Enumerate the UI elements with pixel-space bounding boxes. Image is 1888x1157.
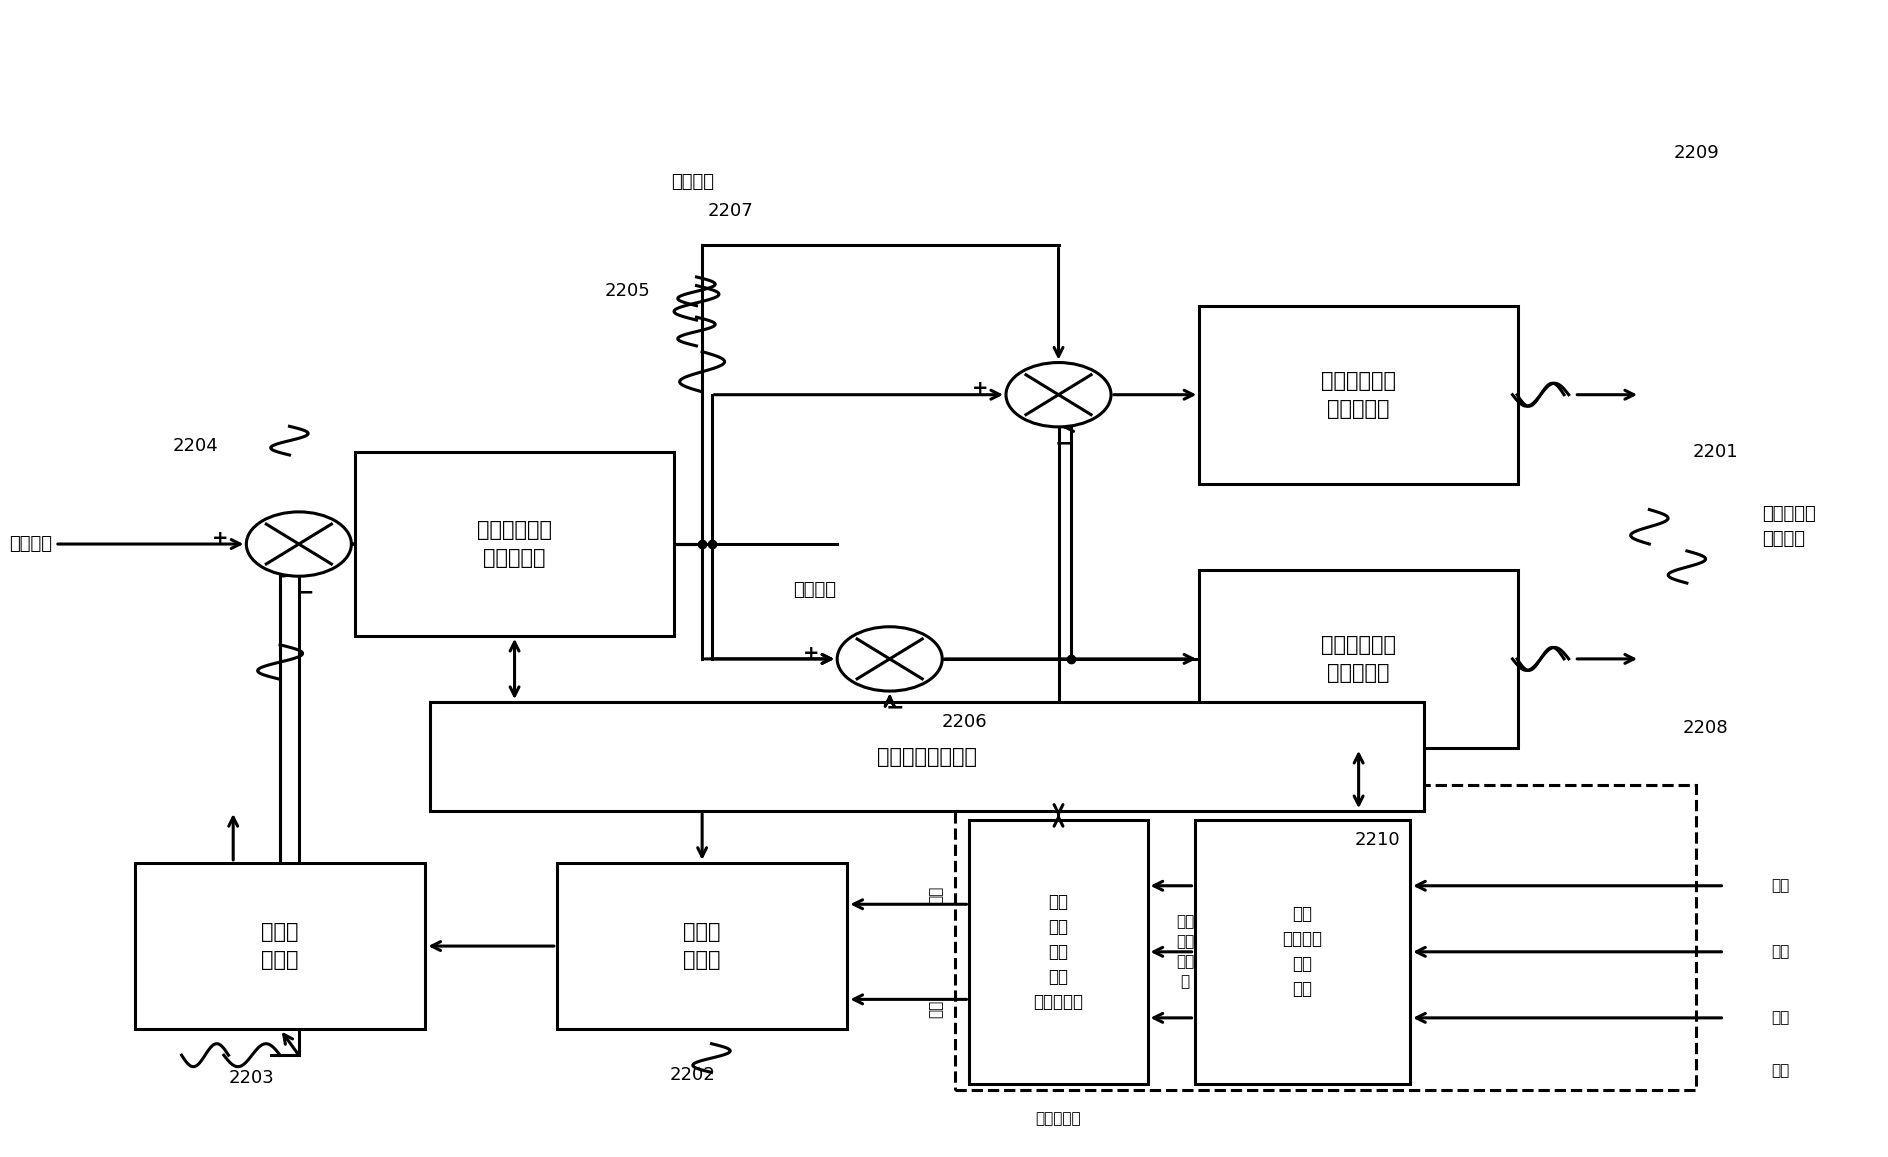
Text: −: − bbox=[885, 698, 904, 717]
Text: 坐标: 坐标 bbox=[929, 1000, 944, 1018]
Text: 算术逻辑运算单元: 算术逻辑运算单元 bbox=[878, 746, 978, 767]
Bar bbox=[557, 863, 848, 1030]
Text: 2201: 2201 bbox=[1692, 443, 1737, 462]
Text: 2206: 2206 bbox=[942, 713, 987, 731]
Text: 系电流单元: 系电流单元 bbox=[1037, 1111, 1082, 1126]
Bar bbox=[355, 452, 674, 636]
Text: 第二
电流
坐标
转换
系电流单元: 第二 电流 坐标 转换 系电流单元 bbox=[1033, 893, 1084, 1011]
Text: 2205: 2205 bbox=[604, 282, 649, 301]
Text: 测相: 测相 bbox=[1771, 944, 1790, 959]
Text: 第一
电流坐标
变换
单元: 第一 电流坐标 变换 单元 bbox=[1282, 905, 1322, 998]
Circle shape bbox=[836, 627, 942, 691]
Text: 第三比例积分
调节子单元: 第三比例积分 调节子单元 bbox=[1322, 370, 1395, 419]
Bar bbox=[430, 702, 1424, 811]
Text: 号流: 号流 bbox=[1771, 1063, 1790, 1078]
Text: 参考电流: 参考电流 bbox=[793, 581, 836, 599]
Text: −: − bbox=[1055, 433, 1074, 452]
Text: 静止
坐标
系电
流: 静止 坐标 系电 流 bbox=[1176, 915, 1195, 989]
Text: +: + bbox=[802, 643, 819, 663]
Text: 检三: 检三 bbox=[1771, 878, 1790, 893]
Circle shape bbox=[245, 511, 351, 576]
Text: −: − bbox=[295, 582, 313, 603]
Text: 2207: 2207 bbox=[708, 202, 753, 220]
Text: 旋转: 旋转 bbox=[929, 885, 944, 904]
Text: 2209: 2209 bbox=[1673, 145, 1720, 162]
Bar bbox=[1199, 305, 1518, 484]
Text: +: + bbox=[211, 529, 228, 547]
Text: 第一比例积分
调节子单元: 第一比例积分 调节子单元 bbox=[478, 519, 551, 568]
Text: 第二比例积分
调节子单元: 第二比例积分 调节子单元 bbox=[1322, 635, 1395, 683]
Text: 2208: 2208 bbox=[1682, 718, 1728, 737]
Text: 旋转坐标系
控制电压: 旋转坐标系 控制电压 bbox=[1762, 506, 1816, 548]
Text: 2210: 2210 bbox=[1354, 831, 1401, 849]
Text: 给定转速: 给定转速 bbox=[9, 535, 53, 553]
Text: 力矩计
算单元: 力矩计 算单元 bbox=[683, 922, 721, 970]
Text: 2202: 2202 bbox=[670, 1066, 716, 1084]
Text: 2203: 2203 bbox=[228, 1069, 276, 1088]
Text: 给定电流: 给定电流 bbox=[672, 174, 714, 191]
Text: 速度估
计单元: 速度估 计单元 bbox=[261, 922, 298, 970]
Bar bbox=[955, 786, 1695, 1090]
Text: +: + bbox=[972, 379, 987, 398]
Bar bbox=[134, 863, 425, 1030]
Circle shape bbox=[1006, 362, 1110, 427]
Text: 2204: 2204 bbox=[174, 437, 219, 456]
Bar bbox=[1195, 819, 1410, 1084]
Bar bbox=[1199, 570, 1518, 747]
Bar bbox=[969, 819, 1148, 1084]
Text: 信电: 信电 bbox=[1771, 1010, 1790, 1025]
